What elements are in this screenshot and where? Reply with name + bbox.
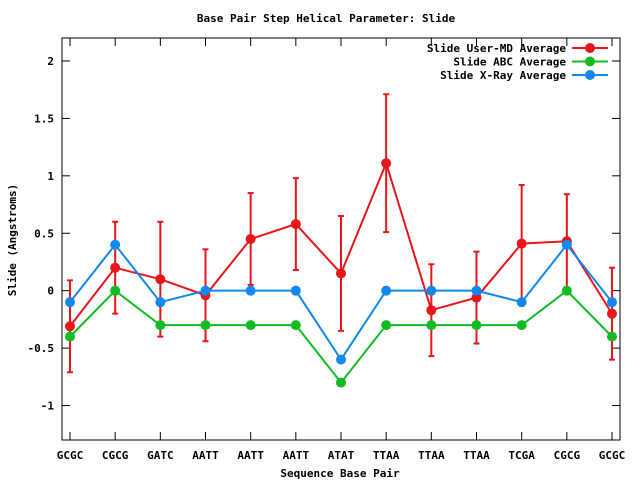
y-tick-label: 0.5: [34, 227, 54, 240]
data-point: [607, 308, 617, 319]
data-point: [200, 285, 211, 296]
data-point: [290, 320, 301, 331]
data-point: [471, 292, 482, 303]
data-point: [607, 331, 617, 342]
legend-marker: [585, 70, 595, 80]
data-point: [155, 297, 166, 308]
data-point: [516, 297, 527, 308]
chart-title: Base Pair Step Helical Parameter: Slide: [197, 12, 456, 25]
data-point: [336, 354, 346, 365]
y-axis-label: Slide (Angstroms): [6, 184, 19, 297]
data-point: [110, 239, 121, 250]
x-tick-label: AATT: [192, 449, 219, 462]
data-point: [245, 320, 256, 331]
series-lines: [65, 158, 617, 388]
x-axis-label: Sequence Base Pair: [280, 467, 400, 480]
y-tick-label: -0.5: [28, 342, 55, 355]
x-tick-label: TTAA: [418, 449, 445, 462]
data-point: [155, 320, 166, 331]
x-tick-label: ATAT: [328, 449, 355, 462]
x-tick-label: GCGC: [57, 449, 84, 462]
data-point: [516, 238, 527, 249]
data-point: [245, 234, 256, 244]
y-axis: -1 -0.5 0 0.5 1 1.5 2: [28, 55, 620, 413]
data-point: [65, 321, 75, 332]
data-point: [426, 320, 437, 331]
legend-label: Slide User-MD Average: [427, 42, 566, 55]
legend-label: Slide ABC Average: [453, 56, 566, 69]
data-point: [381, 285, 392, 296]
series-3: [65, 239, 617, 365]
data-point: [200, 320, 211, 331]
y-tick-label: -1: [41, 400, 55, 413]
legend-label: Slide X-Ray Average: [440, 69, 566, 82]
data-point: [561, 239, 572, 250]
x-tick-label: GATC: [147, 449, 174, 462]
data-point: [65, 331, 75, 342]
x-tick-label: TTAA: [373, 449, 400, 462]
data-point: [471, 285, 482, 296]
x-tick-label: CGCG: [554, 449, 581, 462]
data-point: [426, 285, 437, 296]
data-point: [110, 285, 121, 296]
x-tick-label: AATT: [237, 449, 264, 462]
data-point: [426, 305, 437, 316]
data-point: [155, 274, 166, 285]
data-point: [381, 158, 392, 169]
y-tick-label: 2: [47, 55, 54, 68]
y-tick-label: 1.5: [34, 112, 54, 125]
x-axis: GCGC CGCG GATC AATT AATT AATT ATAT TTAA TTAA TTAA…: [57, 38, 626, 462]
data-point: [607, 297, 617, 308]
data-point: [65, 297, 75, 308]
data-point: [336, 377, 346, 388]
x-tick-label: GCGC: [599, 449, 626, 462]
data-point: [561, 285, 572, 296]
legend-marker: [585, 43, 595, 53]
error-bars: [67, 93, 615, 374]
legend-marker: [585, 56, 595, 67]
data-point: [471, 320, 482, 331]
data-point: [290, 285, 301, 296]
data-point: [516, 320, 527, 331]
data-point: [110, 262, 121, 273]
data-point: [381, 320, 392, 331]
data-point: [336, 268, 346, 279]
x-tick-label: TTAA: [463, 449, 490, 462]
y-tick-label: 0: [47, 285, 54, 298]
data-point: [245, 285, 256, 296]
data-point: [290, 219, 301, 230]
series-1: [65, 158, 617, 332]
x-tick-label: TCGA: [508, 449, 535, 462]
x-tick-label: CGCG: [102, 449, 129, 462]
x-tick-label: AATT: [283, 449, 310, 462]
y-tick-label: 1: [47, 170, 54, 183]
series-2: [65, 285, 617, 388]
